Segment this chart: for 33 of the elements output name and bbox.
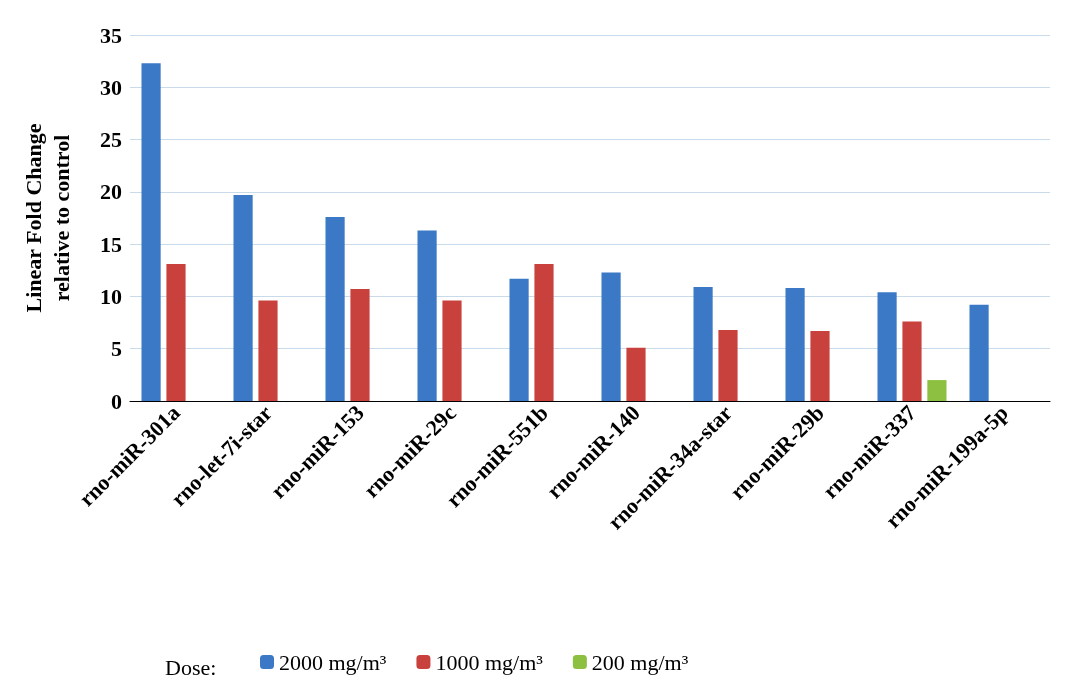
bar bbox=[626, 347, 646, 401]
legend-label: 2000 mg/m³ bbox=[279, 649, 387, 675]
y-tick-label: 30 bbox=[100, 74, 122, 100]
bar bbox=[166, 264, 186, 401]
bar bbox=[325, 216, 345, 401]
y-tick-label: 0 bbox=[111, 388, 122, 414]
legend-title: Dose: bbox=[165, 654, 217, 680]
bar bbox=[233, 194, 253, 401]
bar bbox=[902, 321, 922, 401]
bar bbox=[350, 289, 370, 401]
bar bbox=[693, 287, 713, 401]
y-tick-label: 5 bbox=[111, 336, 122, 362]
bar bbox=[442, 300, 462, 401]
bar bbox=[718, 329, 738, 401]
bar bbox=[785, 288, 805, 401]
y-tick-label: 10 bbox=[100, 283, 122, 309]
bar bbox=[601, 272, 621, 401]
bar bbox=[877, 292, 897, 401]
bar bbox=[969, 304, 989, 401]
y-tick-label: 20 bbox=[100, 179, 122, 205]
y-axis-title: Linear Fold Change relative to control bbox=[20, 123, 74, 313]
bar bbox=[534, 264, 554, 401]
bar bbox=[417, 230, 437, 401]
bar bbox=[927, 380, 947, 401]
y-tick-label: 25 bbox=[100, 127, 122, 153]
bar bbox=[810, 330, 830, 401]
legend-label: 1000 mg/m³ bbox=[435, 649, 544, 675]
y-tick-label: 35 bbox=[100, 22, 122, 48]
legend-label: 200 mg/m³ bbox=[591, 649, 689, 675]
y-tick-label: 15 bbox=[100, 231, 122, 257]
bar bbox=[141, 63, 161, 401]
bar bbox=[258, 300, 278, 401]
bar bbox=[509, 278, 529, 401]
